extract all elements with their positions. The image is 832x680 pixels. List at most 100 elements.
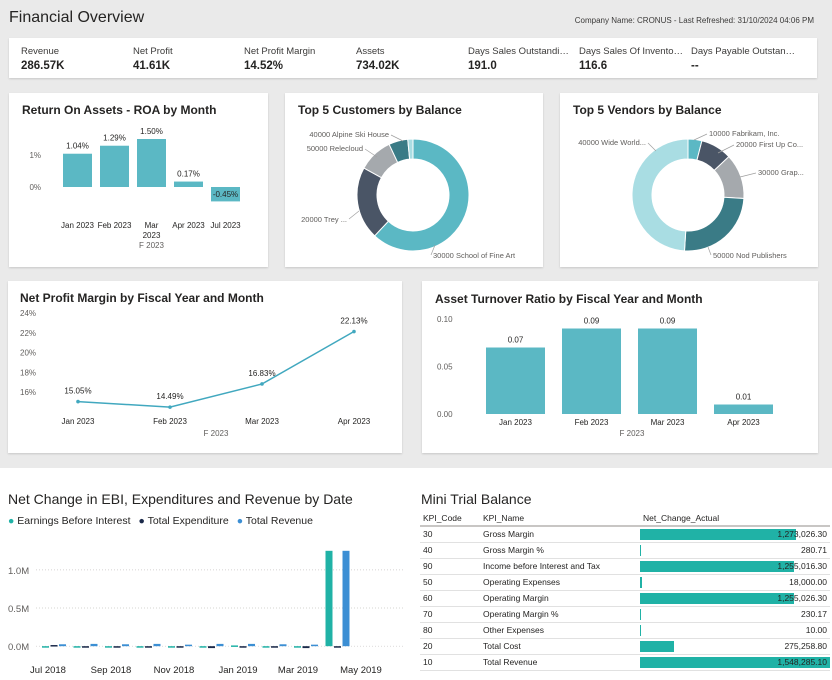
roa-chart-card[interactable]: Return On Assets - ROA by Month 1% 0% 1.04…: [9, 93, 268, 267]
net-change-chart: 1.0M 0.5M 0.0M Jul 2018 Sep 2018 Nov 2018 Jan …: [8, 550, 405, 676]
npm-data-label: 16.83%: [248, 369, 275, 378]
y-tick-label: 0.5M: [8, 604, 29, 615]
kpi-days-payable-outstanding[interactable]: Days Payable Outstanding ... --: [691, 46, 797, 72]
data-bar: [640, 640, 674, 652]
legend-item-ebi[interactable]: ● Earnings Before Interest: [8, 515, 131, 527]
net-change-legend: ● Earnings Before Interest ● Total Expen…: [8, 515, 313, 527]
legend-item-expenditure[interactable]: ● Total Expenditure: [138, 515, 229, 527]
kpi-label: Days Payable Outstanding ...: [691, 46, 797, 57]
x-tick-label: Mar 2019: [278, 665, 318, 676]
atr-data-label: 0.01: [736, 393, 752, 402]
net-change-bar: [176, 646, 184, 648]
y-tick-label: 0%: [29, 183, 41, 192]
table-row[interactable]: 10 Total Revenue 1,548,285.10: [420, 654, 830, 671]
net-change-bar: [105, 646, 112, 648]
kpi-days-sales-of-inventory[interactable]: Days Sales Of Inventory -... 116.6: [579, 46, 685, 72]
donut-slice: [356, 167, 390, 237]
cell-value: 1,255,026.30: [777, 593, 827, 603]
x-tick-label: Mar 2023: [651, 418, 685, 427]
x-tick-label: Apr 2023: [338, 417, 371, 426]
kpi-revenue[interactable]: Revenue 286.57K: [21, 46, 127, 72]
data-bar: [640, 624, 642, 636]
net-change-bar: [342, 550, 350, 647]
roa-data-label: 1.50%: [140, 127, 163, 136]
net-change-bar: [113, 646, 121, 648]
legend-label: Total Expenditure: [147, 515, 229, 527]
roa-bar: [100, 145, 129, 187]
npm-chart-card[interactable]: Net Profit Margin by Fiscal Year and Mon…: [8, 281, 402, 453]
kpi-label: Net Profit Margin: [244, 46, 316, 57]
table-row[interactable]: 90 Income before Interest and Tax 1,255,01…: [420, 558, 830, 575]
cell-kpi-name: Operating Margin: [480, 590, 640, 607]
legend-label: Earnings Before Interest: [17, 515, 131, 527]
legend-item-revenue[interactable]: ● Total Revenue: [236, 515, 313, 527]
column-header-net-change[interactable]: Net_Change_Actual: [640, 510, 830, 527]
cell-value: 1,548,285.10: [777, 657, 827, 667]
leader-line: [430, 244, 436, 256]
kpi-days-sales-outstanding[interactable]: Days Sales Outstanding -... 191.0: [468, 46, 574, 72]
table-row[interactable]: 60 Operating Margin 1,255,026.30: [420, 590, 830, 607]
atr-chart-card[interactable]: Asset Turnover Ratio by Fiscal Year and …: [422, 281, 818, 453]
kpi-net-profit-margin[interactable]: Net Profit Margin 14.52%: [244, 46, 350, 72]
roa-data-label: 1.29%: [103, 134, 126, 143]
table-row[interactable]: 30 Gross Margin 1,273,026.30: [420, 526, 830, 543]
cell-kpi-name: Other Expenses: [480, 622, 640, 639]
table-row[interactable]: 20 Total Cost 275,258.80: [420, 638, 830, 655]
npm-line-chart: 24% 22% 20% 18% 16% 15.05% 14.49% 16.83% 22.13% J…: [20, 309, 371, 438]
slice-label: 10000 Fabrikam, Inc.: [709, 129, 779, 138]
table-row[interactable]: 70 Operating Margin % 230.17: [420, 606, 830, 623]
chart-title: Asset Turnover Ratio by Fiscal Year and …: [435, 292, 703, 306]
slice-label: 50000 Nod Publishers: [713, 251, 787, 260]
net-change-bar: [208, 646, 215, 649]
net-change-bar: [239, 646, 247, 648]
trial-balance-table-container[interactable]: KPI_Code KPI_Name Net_Change_Actual 30 Gr…: [420, 510, 830, 671]
leader-line: [739, 172, 757, 178]
x-group-label: F 2023: [620, 429, 645, 438]
x-tick-label: Mar 2023: [245, 417, 279, 426]
cell-kpi-name: Income before Interest and Tax: [480, 558, 640, 575]
x-tick-label: Apr 2023: [727, 418, 760, 427]
kpi-assets[interactable]: Assets 734.02K: [356, 46, 462, 72]
net-change-bar: [311, 644, 318, 647]
table-row[interactable]: 80 Other Expenses 10.00: [420, 622, 830, 639]
donut-slice: [407, 138, 414, 160]
y-tick-label: 24%: [20, 309, 36, 318]
net-change-bar: [279, 644, 287, 647]
slice-label: 20000 First Up Co...: [736, 140, 803, 149]
roa-bar: [137, 139, 166, 187]
x-group-label: F 2023: [139, 241, 164, 250]
cell-value: 230.17: [801, 609, 827, 619]
net-change-bar: [248, 643, 255, 647]
atr-bar: [562, 328, 621, 414]
atr-bar-chart: 0.10 0.05 0.00 0.07 0.09 0.09 0.01 Jan 2023 Feb …: [437, 315, 773, 438]
vendors-chart-card[interactable]: Top 5 Vendors by Balance 10000 Fabrikam,…: [560, 93, 818, 267]
customers-chart-card[interactable]: Top 5 Customers by Balance 30000 School …: [285, 93, 543, 267]
kpi-value: 41.61K: [133, 60, 171, 72]
chart-title: Return On Assets - ROA by Month: [22, 103, 217, 117]
net-change-title: Net Change in EBI, Expenditures and Reve…: [8, 491, 353, 507]
atr-bar: [486, 347, 545, 414]
net-change-bar: [59, 644, 66, 647]
x-tick-label: Jan 2019: [218, 665, 257, 676]
table-row[interactable]: 40 Gross Margin % 280.71: [420, 542, 830, 559]
table-row[interactable]: 50 Operating Expenses 18,000.00: [420, 574, 830, 591]
cell-net-change: 275,258.80: [640, 638, 830, 655]
npm-data-label: 14.49%: [156, 392, 183, 401]
x-tick-label: May 2019: [340, 665, 382, 676]
kpi-strip: Revenue 286.57K Net Profit 41.61K Net Pr…: [9, 38, 817, 78]
cell-net-change: 1,255,016.30: [640, 558, 830, 575]
kpi-net-profit[interactable]: Net Profit 41.61K: [133, 46, 239, 72]
atr-bar: [714, 404, 773, 414]
cell-net-change: 280.71: [640, 542, 830, 559]
npm-data-label: 15.05%: [64, 387, 91, 396]
column-header-kpi-name[interactable]: KPI_Name: [480, 510, 640, 527]
column-header-kpi-code[interactable]: KPI_Code: [420, 510, 480, 527]
net-change-bar: [50, 645, 58, 647]
net-change-bar: [73, 646, 81, 648]
cell-kpi-name: Operating Margin %: [480, 606, 640, 623]
cell-value: 10.00: [805, 625, 827, 635]
cell-kpi-code: 90: [420, 558, 480, 575]
slice-label: 30000 Grap...: [758, 168, 804, 177]
y-tick-label: 0.00: [437, 410, 453, 419]
chart-title: Net Profit Margin by Fiscal Year and Mon…: [20, 291, 264, 305]
